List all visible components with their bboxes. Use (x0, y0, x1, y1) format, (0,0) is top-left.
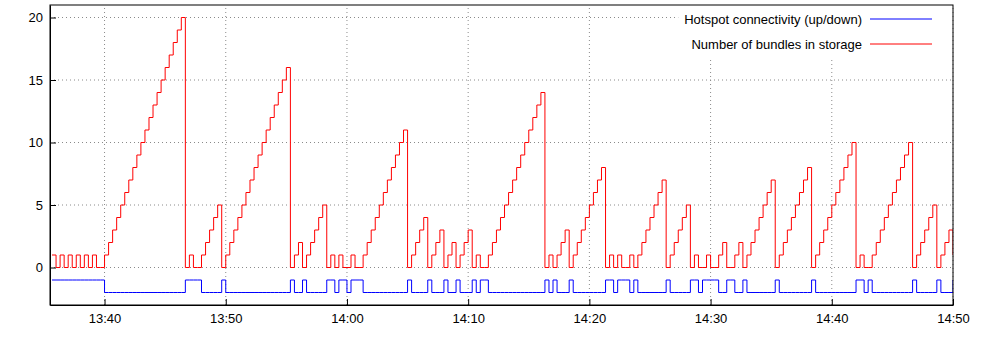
x-tick: 14:40 (816, 299, 849, 326)
x-tick-mark (711, 299, 712, 305)
y-tick-mark (50, 80, 56, 81)
x-tick: 13:40 (89, 299, 122, 326)
x-tick-mark (105, 299, 106, 305)
y-tick-mark (50, 18, 56, 19)
series-line (52, 280, 953, 293)
plot-frame (50, 5, 953, 305)
legend-swatch (870, 44, 932, 45)
y-tick: 5 (36, 198, 56, 213)
x-tick-label: 13:40 (89, 311, 122, 326)
x-tick-mark (347, 299, 348, 305)
x-grid-line (468, 5, 469, 305)
x-tick-label: 14:40 (816, 311, 849, 326)
x-tick: 14:30 (695, 299, 728, 326)
y-tick-mark (50, 268, 56, 269)
x-tick: 14:20 (574, 299, 607, 326)
x-tick: 14:10 (452, 299, 485, 326)
y-tick-mark (50, 143, 56, 144)
y-tick-label: 0 (36, 260, 43, 275)
x-tick-mark (832, 299, 833, 305)
y-tick: 20 (29, 10, 56, 25)
y-tick: 10 (29, 135, 56, 150)
y-tick-label: 5 (36, 198, 43, 213)
x-grid-line (346, 5, 347, 305)
x-tick-label: 13:50 (210, 311, 243, 326)
y-tick-label: 20 (29, 10, 43, 25)
legend-label: Number of bundles in storage (691, 37, 862, 52)
legend: Hotspot connectivity (up/down) Number of … (678, 8, 952, 58)
y-tick: 0 (36, 260, 56, 275)
legend-background (678, 8, 952, 58)
grid (50, 5, 953, 305)
x-tick-mark (468, 299, 469, 305)
x-tick-label: 14:00 (331, 311, 364, 326)
y-tick-label: 10 (29, 135, 43, 150)
x-tick: 13:50 (210, 299, 243, 326)
x-tick: 14:00 (331, 299, 364, 326)
y-tick: 15 (29, 73, 56, 88)
x-tick-label: 14:30 (695, 311, 728, 326)
x-tick-mark (589, 299, 590, 305)
x-axis: 13:40 13:50 14:00 14:10 14:20 14:30 14:40 14:50 (51, 299, 970, 326)
chart-svg: 13:40 13:50 14:00 14:10 14:20 14:30 14:40 14:50… (0, 0, 981, 351)
legend-label: Hotspot connectivity (up/down) (684, 12, 862, 27)
y-tick-label: 15 (29, 73, 43, 88)
legend-swatch (870, 19, 932, 20)
y-axis: 0 5 10 15 20 (29, 6, 56, 306)
chart-container: 13:40 13:50 14:00 14:10 14:20 14:30 14:40 14:50… (0, 0, 981, 351)
x-grid-line (589, 5, 590, 305)
x-tick-label: 14:10 (452, 311, 485, 326)
y-tick-mark (50, 205, 56, 206)
plot-area (52, 18, 953, 293)
x-tick-label: 14:50 (937, 311, 970, 326)
x-tick-label: 14:20 (574, 311, 607, 326)
x-tick-mark (226, 299, 227, 305)
